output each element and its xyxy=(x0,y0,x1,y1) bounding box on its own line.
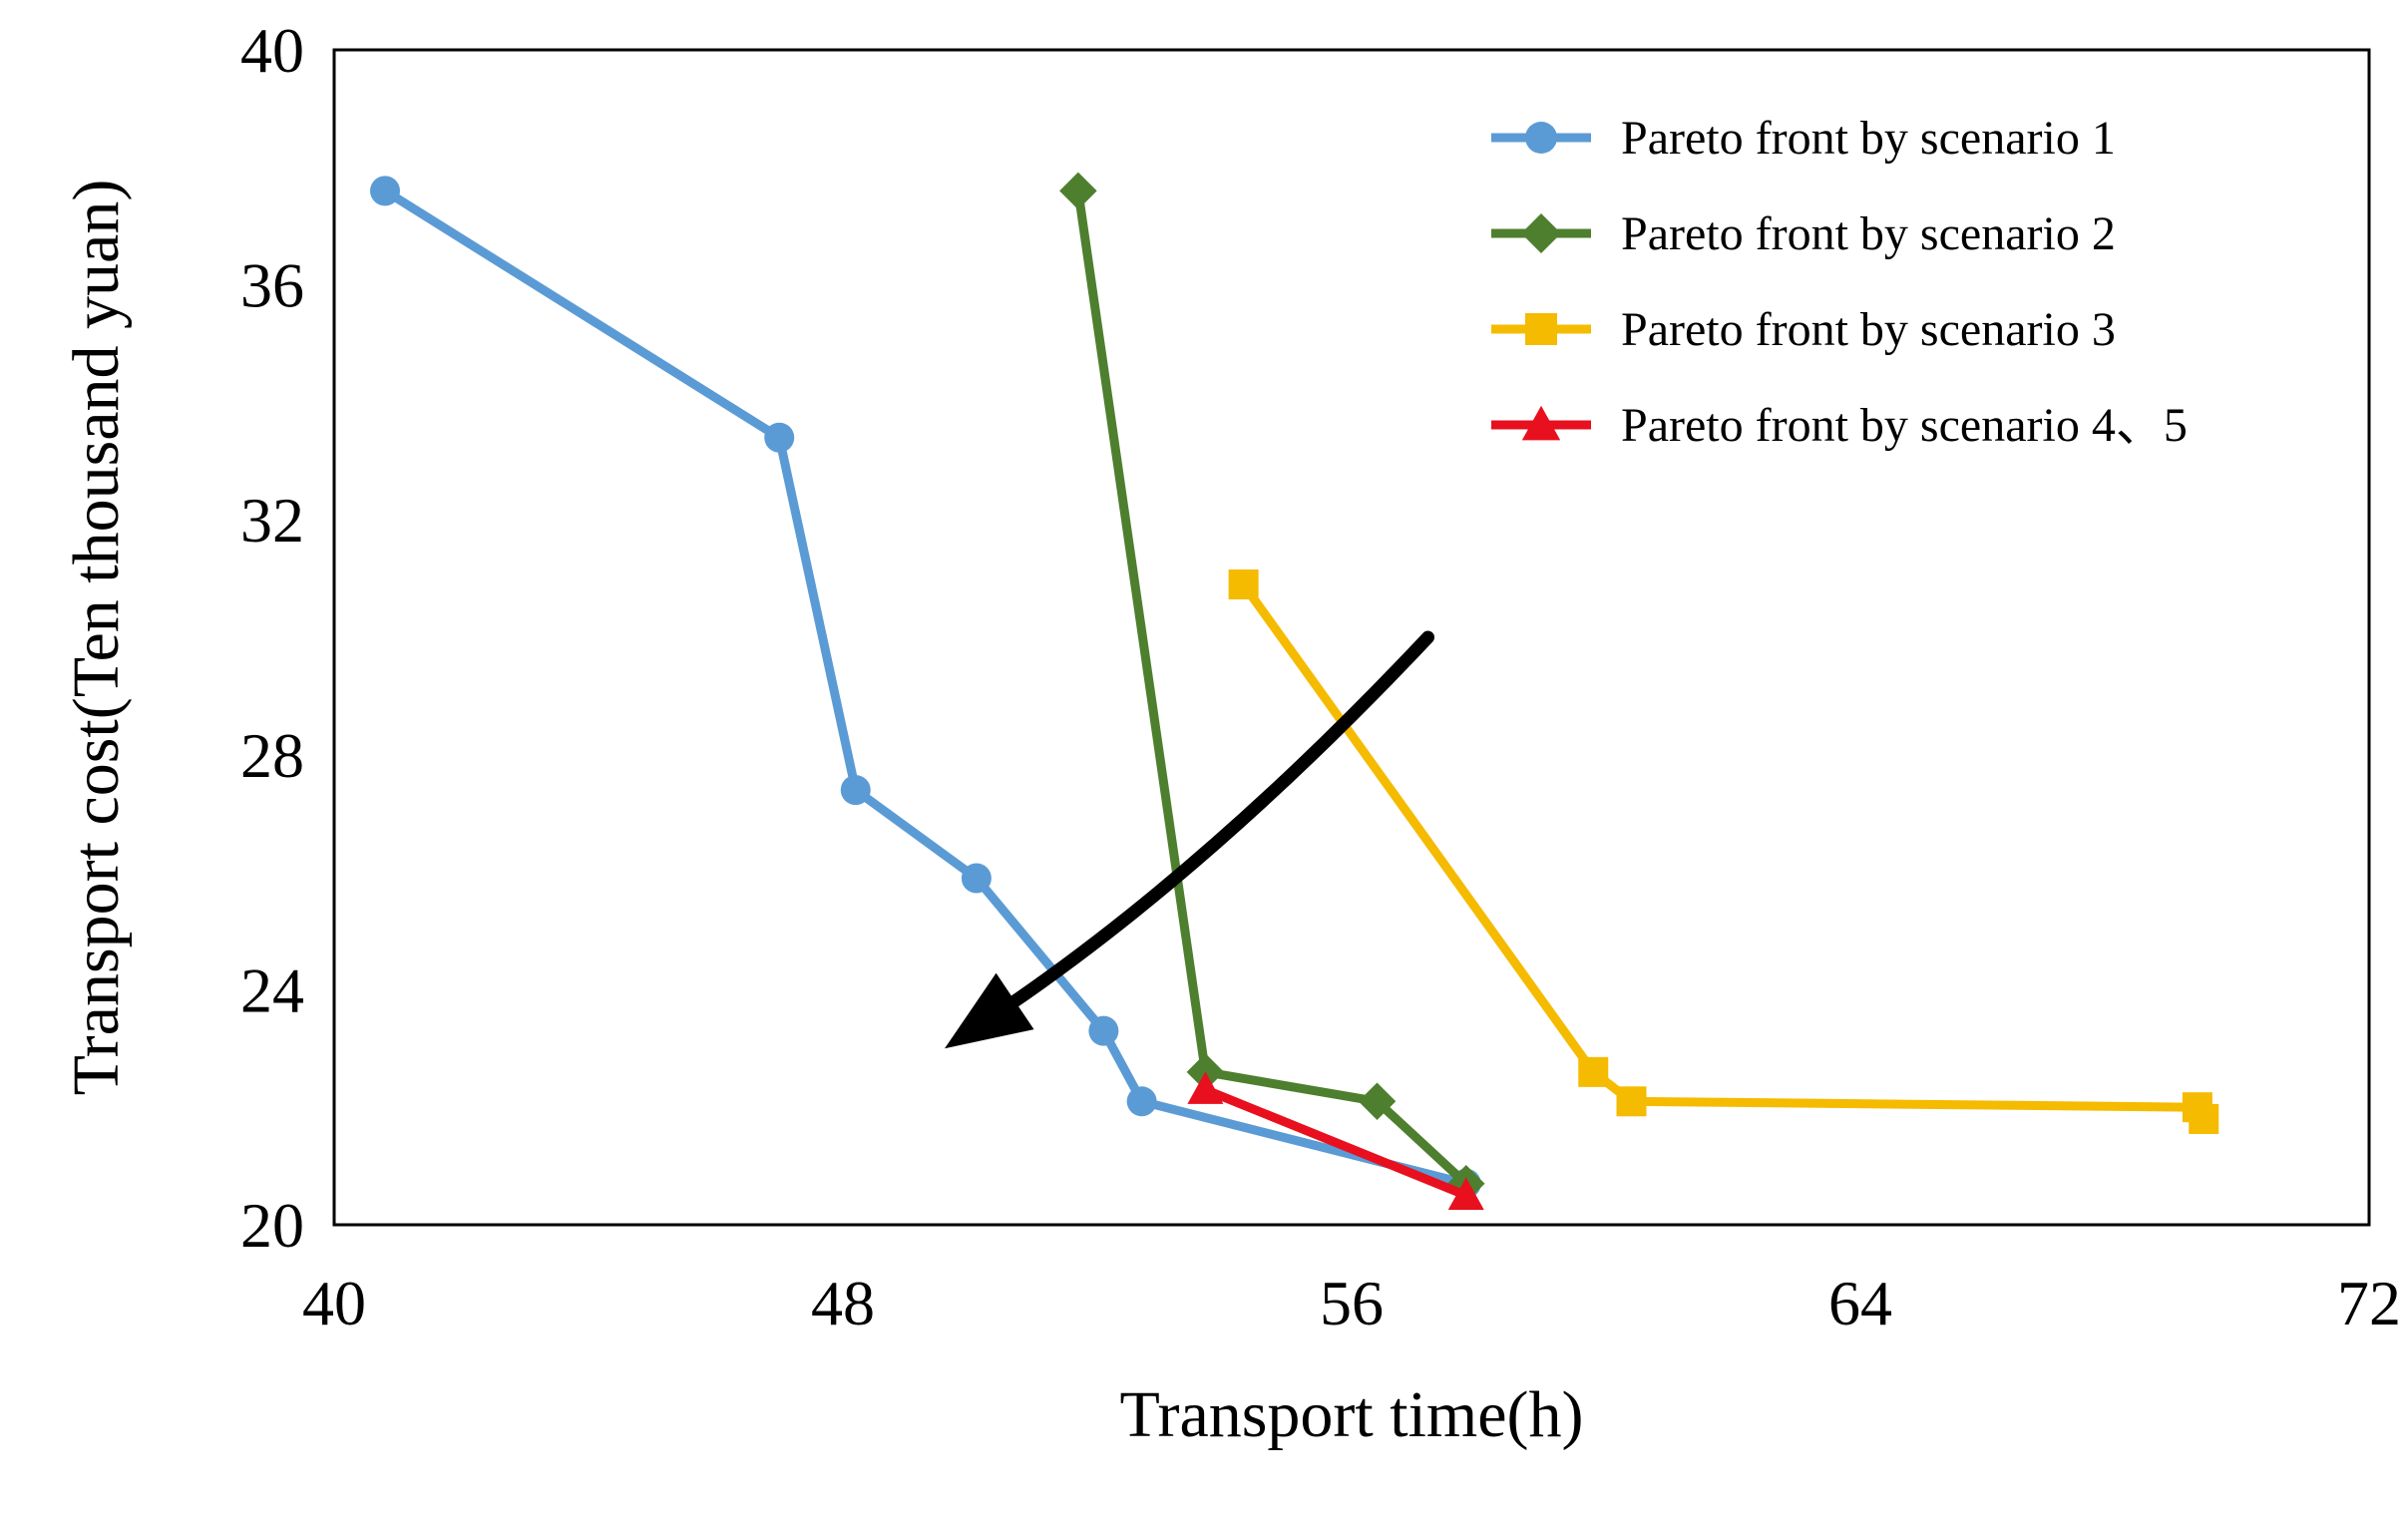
series-layer xyxy=(370,172,2219,1210)
legend: Pareto front by scenario 1 Pareto front b… xyxy=(1491,112,2188,452)
data-point xyxy=(1358,1082,1397,1121)
data-point xyxy=(1059,172,1097,210)
x-tick-label: 56 xyxy=(1320,1268,1384,1338)
data-point xyxy=(1088,1015,1119,1046)
legend-marker xyxy=(1525,122,1557,154)
x-axis-title: Transport time(h) xyxy=(1119,1378,1583,1451)
y-axis-title: Transport cost(Ten thousand yuan) xyxy=(60,180,133,1096)
legend-marker xyxy=(1525,313,1557,345)
data-point xyxy=(840,775,871,806)
y-tick-label: 24 xyxy=(240,954,304,1025)
data-point xyxy=(961,863,992,894)
series-3 xyxy=(1228,568,2219,1134)
legend-item-3: Pareto front by scenario 3 xyxy=(1491,303,2116,356)
y-tick-label: 32 xyxy=(240,485,304,556)
data-point xyxy=(370,176,400,206)
series-line xyxy=(1073,186,1471,1189)
x-tick-label: 64 xyxy=(1828,1268,1892,1338)
data-point xyxy=(1187,1071,1224,1104)
legend-label: Pareto front by scenario 2 xyxy=(1621,207,2116,260)
data-point xyxy=(764,422,795,453)
plot-layer: 40 48 56 64 72 20 24 28 32 36 40 Transport time(h) T… xyxy=(60,15,2401,1451)
legend-item-4: Pareto front by scenario 4、5 xyxy=(1491,399,2188,452)
legend-label: Pareto front by scenario 4、5 xyxy=(1621,399,2188,452)
arrow-head xyxy=(945,972,1034,1049)
data-point xyxy=(1126,1086,1157,1117)
x-tick-label: 40 xyxy=(302,1268,366,1338)
y-tick-label: 36 xyxy=(240,250,304,321)
annotation-layer xyxy=(945,630,1434,1049)
y-tick-label: 40 xyxy=(240,15,304,86)
series-4 xyxy=(1187,1071,1484,1210)
legend-item-1: Pareto front by scenario 1 xyxy=(1491,112,2116,165)
x-tick-label: 48 xyxy=(811,1268,875,1338)
trend-arrow xyxy=(945,630,1434,1049)
legend-marker xyxy=(1521,213,1561,253)
arrow-shaft xyxy=(988,630,1434,1022)
y-tick-label: 28 xyxy=(240,720,304,791)
legend-marker xyxy=(1521,405,1561,441)
legend-label: Pareto front by scenario 3 xyxy=(1621,303,2116,356)
y-tick-label: 20 xyxy=(240,1190,304,1261)
plot-frame xyxy=(332,48,2371,1227)
series-line xyxy=(1200,1085,1471,1201)
data-point xyxy=(1616,1086,1647,1117)
data-point xyxy=(2189,1103,2219,1134)
legend-label: Pareto front by scenario 1 xyxy=(1621,112,2116,165)
data-point xyxy=(1447,1177,1484,1210)
x-tick-label: 72 xyxy=(2337,1268,2401,1338)
data-point xyxy=(1228,568,1259,599)
series-1 xyxy=(370,176,1481,1199)
data-point xyxy=(1578,1056,1609,1087)
legend-item-2: Pareto front by scenario 2 xyxy=(1491,207,2116,260)
